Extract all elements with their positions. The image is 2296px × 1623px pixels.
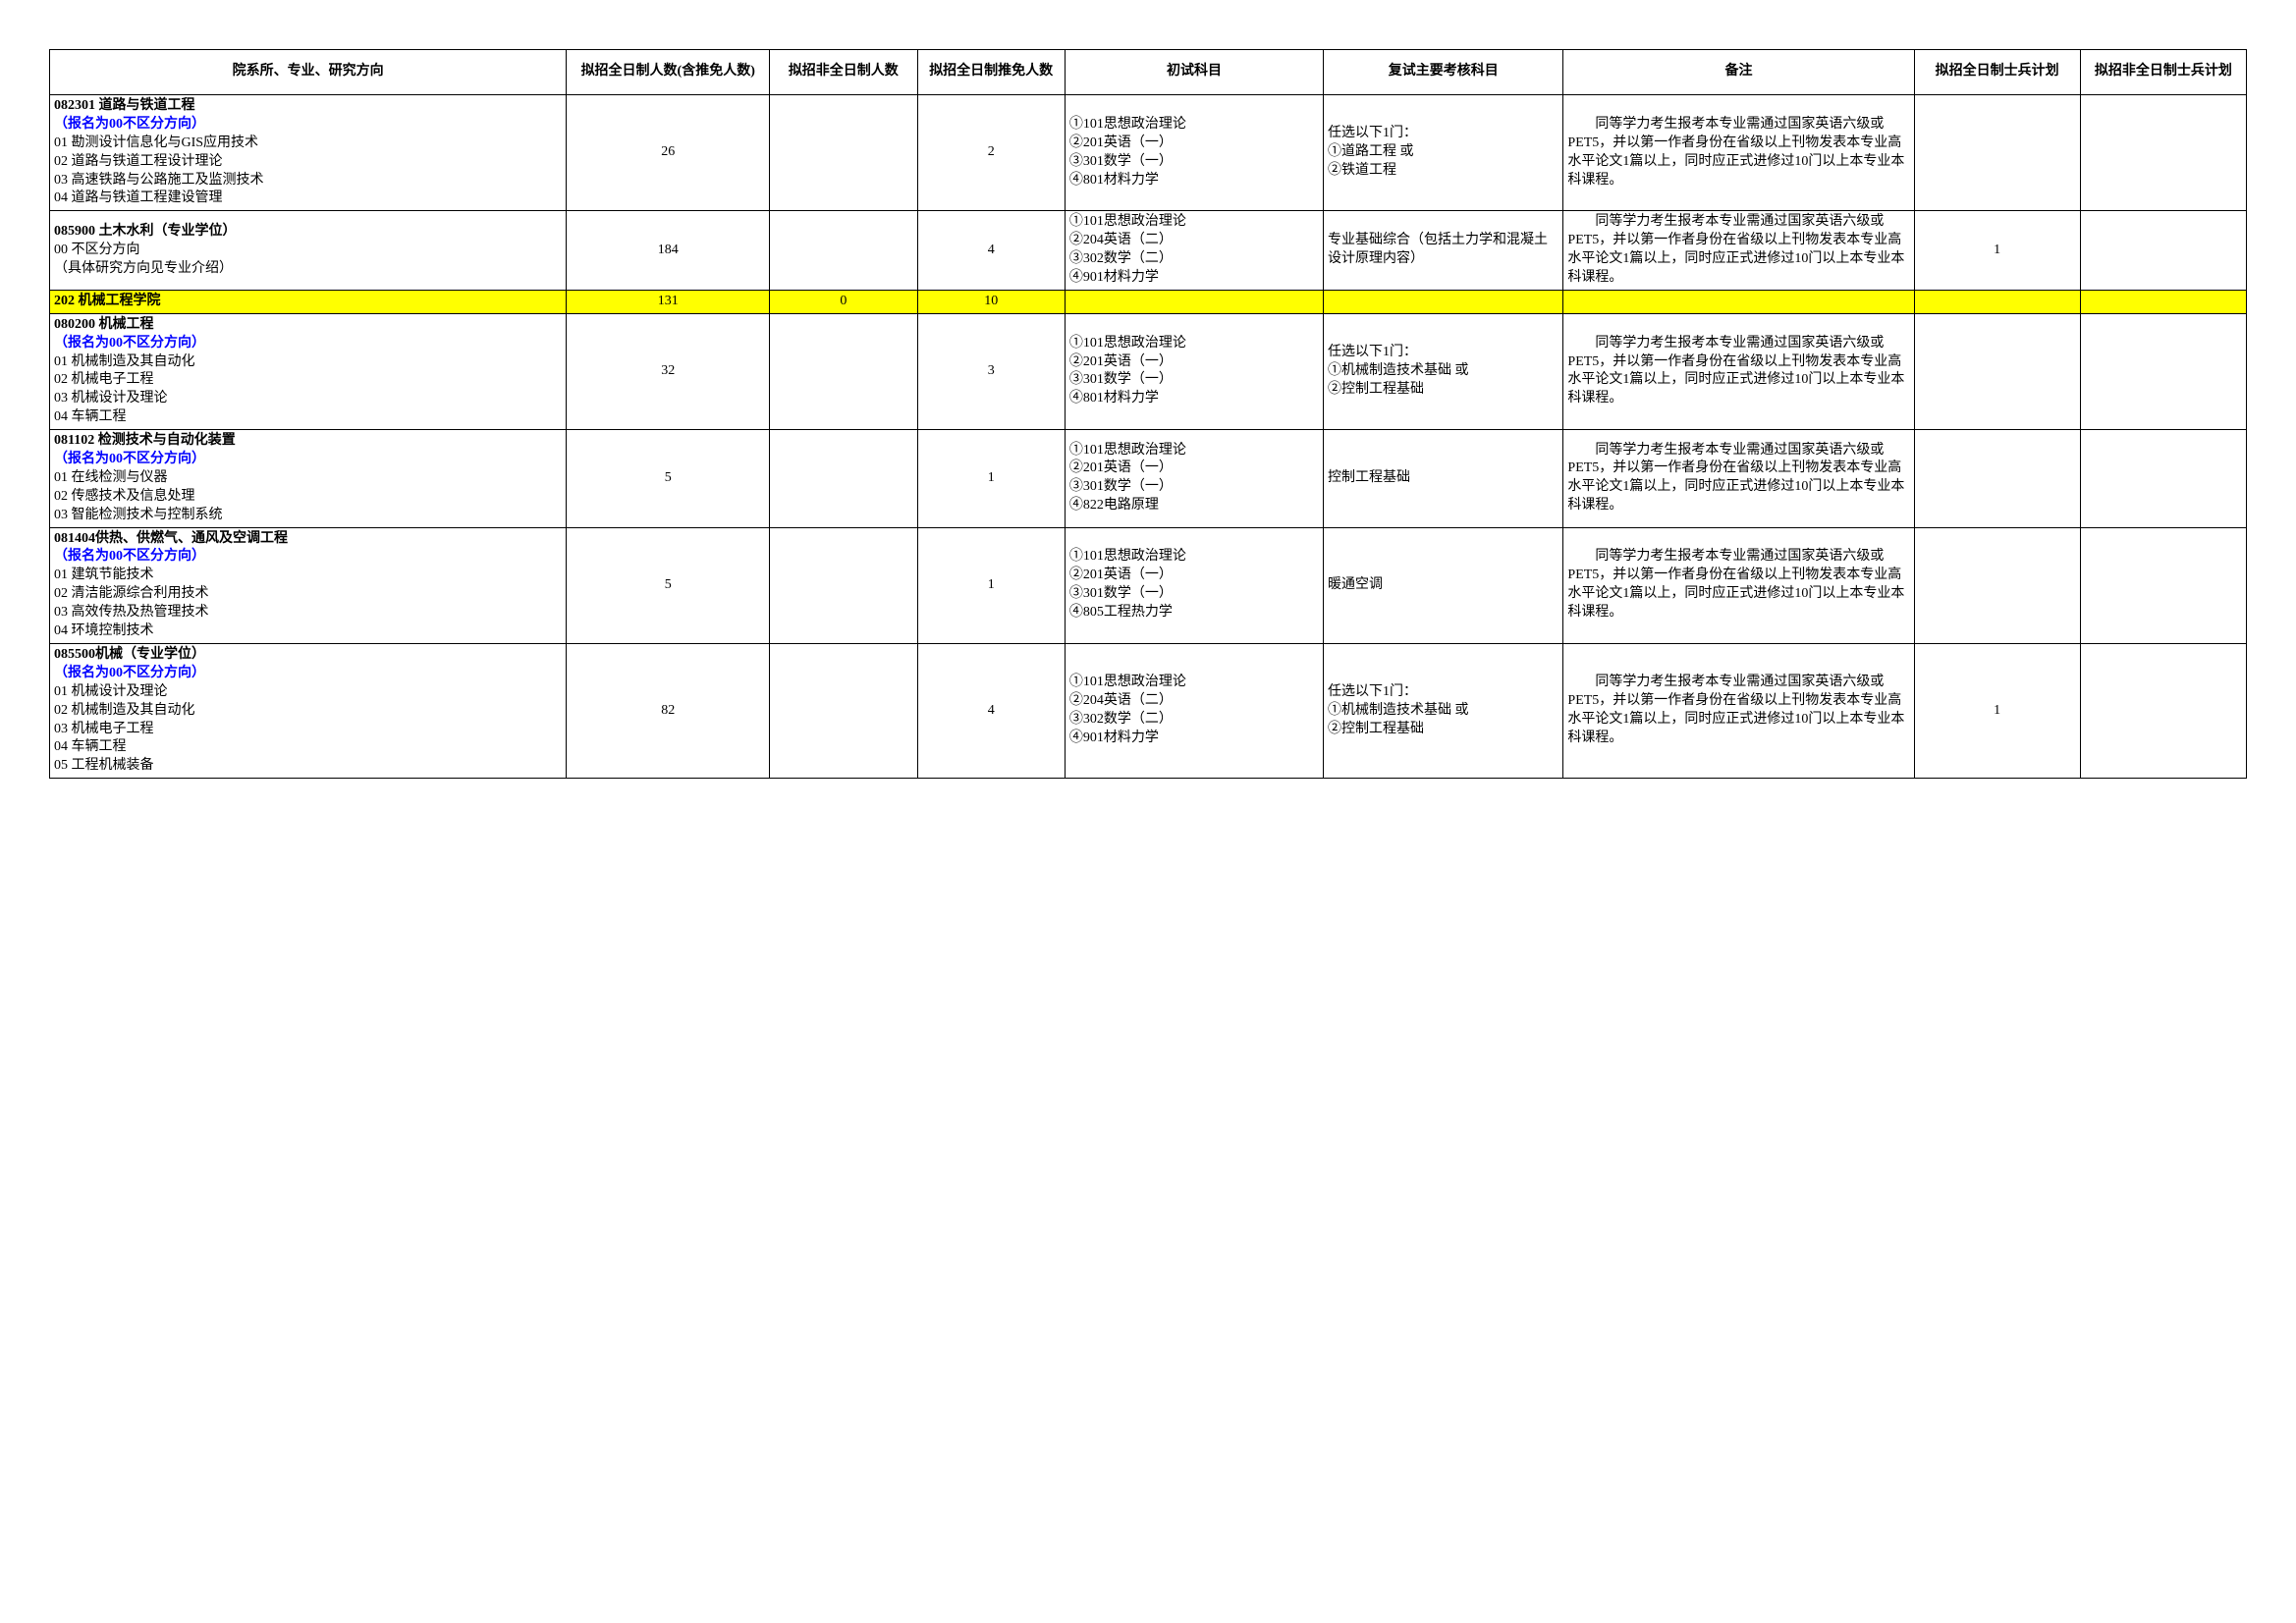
- exam-subjects: ①101思想政治理论②201英语（一）③301数学（一）④801材料力学: [1065, 95, 1323, 211]
- soldier1-count: [1914, 95, 2080, 211]
- header-row: 院系所、专业、研究方向 拟招全日制人数(含推免人数) 拟招非全日制人数 拟招全日…: [50, 50, 2247, 95]
- soldier1-count: [1914, 313, 2080, 429]
- fulltime-count: 32: [567, 313, 770, 429]
- soldier2-count: [2080, 430, 2246, 527]
- note-text: 同等学力考生报考本专业需通过国家英语六级或PET5，并以第一作者身份在省级以上刊…: [1563, 527, 1914, 643]
- header-fulltime: 拟招全日制人数(含推免人数): [567, 50, 770, 95]
- note-text: 同等学力考生报考本专业需通过国家英语六级或PET5，并以第一作者身份在省级以上刊…: [1563, 211, 1914, 291]
- major-direction: 082301 道路与铁道工程（报名为00不区分方向）01 勘测设计信息化与GIS…: [50, 95, 567, 211]
- reexam-subjects: 任选以下1门：①机械制造技术基础 或②控制工程基础: [1324, 313, 1563, 429]
- dept-reexam: [1324, 290, 1563, 313]
- header-soldier2: 拟招非全日制士兵计划: [2080, 50, 2246, 95]
- dept-sold1: [1914, 290, 2080, 313]
- major-direction: 085500机械（专业学位）（报名为00不区分方向）01 机械设计及理论02 机…: [50, 643, 567, 778]
- header-parttime: 拟招非全日制人数: [770, 50, 917, 95]
- exam-subjects: ①101思想政治理论②201英语（一）③301数学（一）④801材料力学: [1065, 313, 1323, 429]
- recommend-count: 1: [917, 430, 1065, 527]
- parttime-count: [770, 211, 917, 291]
- header-soldier1: 拟招全日制士兵计划: [1914, 50, 2080, 95]
- table-row: 085900 土木水利（专业学位）00 不区分方向（具体研究方向见专业介绍）18…: [50, 211, 2247, 291]
- soldier2-count: [2080, 643, 2246, 778]
- table-row: 080200 机械工程（报名为00不区分方向）01 机械制造及其自动化02 机械…: [50, 313, 2247, 429]
- reexam-subjects: 专业基础综合（包括土力学和混凝土设计原理内容）: [1324, 211, 1563, 291]
- header-exam: 初试科目: [1065, 50, 1323, 95]
- fulltime-count: 5: [567, 527, 770, 643]
- table-row: 081404供热、供燃气、通风及空调工程（报名为00不区分方向）01 建筑节能技…: [50, 527, 2247, 643]
- exam-subjects: ①101思想政治理论②201英语（一）③301数学（一）④805工程热力学: [1065, 527, 1323, 643]
- dept-parttime: 0: [770, 290, 917, 313]
- soldier1-count: [1914, 430, 2080, 527]
- soldier2-count: [2080, 211, 2246, 291]
- major-direction: 080200 机械工程（报名为00不区分方向）01 机械制造及其自动化02 机械…: [50, 313, 567, 429]
- parttime-count: [770, 95, 917, 211]
- reexam-subjects: 暖通空调: [1324, 527, 1563, 643]
- fulltime-count: 184: [567, 211, 770, 291]
- parttime-count: [770, 527, 917, 643]
- fulltime-count: 26: [567, 95, 770, 211]
- reexam-subjects: 任选以下1门：①机械制造技术基础 或②控制工程基础: [1324, 643, 1563, 778]
- note-text: 同等学力考生报考本专业需通过国家英语六级或PET5，并以第一作者身份在省级以上刊…: [1563, 643, 1914, 778]
- soldier2-count: [2080, 527, 2246, 643]
- table-row: 082301 道路与铁道工程（报名为00不区分方向）01 勘测设计信息化与GIS…: [50, 95, 2247, 211]
- header-recommend: 拟招全日制推免人数: [917, 50, 1065, 95]
- recommend-count: 2: [917, 95, 1065, 211]
- header-note: 备注: [1563, 50, 1914, 95]
- note-text: 同等学力考生报考本专业需通过国家英语六级或PET5，并以第一作者身份在省级以上刊…: [1563, 430, 1914, 527]
- reexam-subjects: 任选以下1门：①道路工程 或②铁道工程: [1324, 95, 1563, 211]
- dept-note: [1563, 290, 1914, 313]
- recommend-count: 1: [917, 527, 1065, 643]
- exam-subjects: ①101思想政治理论②204英语（二）③302数学（二）④901材料力学: [1065, 211, 1323, 291]
- admission-table: 院系所、专业、研究方向 拟招全日制人数(含推免人数) 拟招非全日制人数 拟招全日…: [49, 49, 2247, 779]
- dept-sold2: [2080, 290, 2246, 313]
- table-row: 081102 检测技术与自动化装置（报名为00不区分方向）01 在线检测与仪器0…: [50, 430, 2247, 527]
- table-row: 085500机械（专业学位）（报名为00不区分方向）01 机械设计及理论02 机…: [50, 643, 2247, 778]
- major-direction: 081404供热、供燃气、通风及空调工程（报名为00不区分方向）01 建筑节能技…: [50, 527, 567, 643]
- soldier1-count: [1914, 527, 2080, 643]
- note-text: 同等学力考生报考本专业需通过国家英语六级或PET5，并以第一作者身份在省级以上刊…: [1563, 313, 1914, 429]
- parttime-count: [770, 313, 917, 429]
- dept-fulltime: 131: [567, 290, 770, 313]
- parttime-count: [770, 430, 917, 527]
- major-direction: 085900 土木水利（专业学位）00 不区分方向（具体研究方向见专业介绍）: [50, 211, 567, 291]
- dept-exam: [1065, 290, 1323, 313]
- dept-name: 202 机械工程学院: [50, 290, 567, 313]
- header-reexam: 复试主要考核科目: [1324, 50, 1563, 95]
- fulltime-count: 82: [567, 643, 770, 778]
- soldier1-count: 1: [1914, 211, 2080, 291]
- fulltime-count: 5: [567, 430, 770, 527]
- exam-subjects: ①101思想政治理论②204英语（二）③302数学（二）④901材料力学: [1065, 643, 1323, 778]
- recommend-count: 4: [917, 643, 1065, 778]
- recommend-count: 3: [917, 313, 1065, 429]
- header-direction: 院系所、专业、研究方向: [50, 50, 567, 95]
- soldier2-count: [2080, 95, 2246, 211]
- soldier1-count: 1: [1914, 643, 2080, 778]
- note-text: 同等学力考生报考本专业需通过国家英语六级或PET5，并以第一作者身份在省级以上刊…: [1563, 95, 1914, 211]
- table-row: 202 机械工程学院131010: [50, 290, 2247, 313]
- parttime-count: [770, 643, 917, 778]
- recommend-count: 4: [917, 211, 1065, 291]
- reexam-subjects: 控制工程基础: [1324, 430, 1563, 527]
- major-direction: 081102 检测技术与自动化装置（报名为00不区分方向）01 在线检测与仪器0…: [50, 430, 567, 527]
- exam-subjects: ①101思想政治理论②201英语（一）③301数学（一）④822电路原理: [1065, 430, 1323, 527]
- dept-recommend: 10: [917, 290, 1065, 313]
- soldier2-count: [2080, 313, 2246, 429]
